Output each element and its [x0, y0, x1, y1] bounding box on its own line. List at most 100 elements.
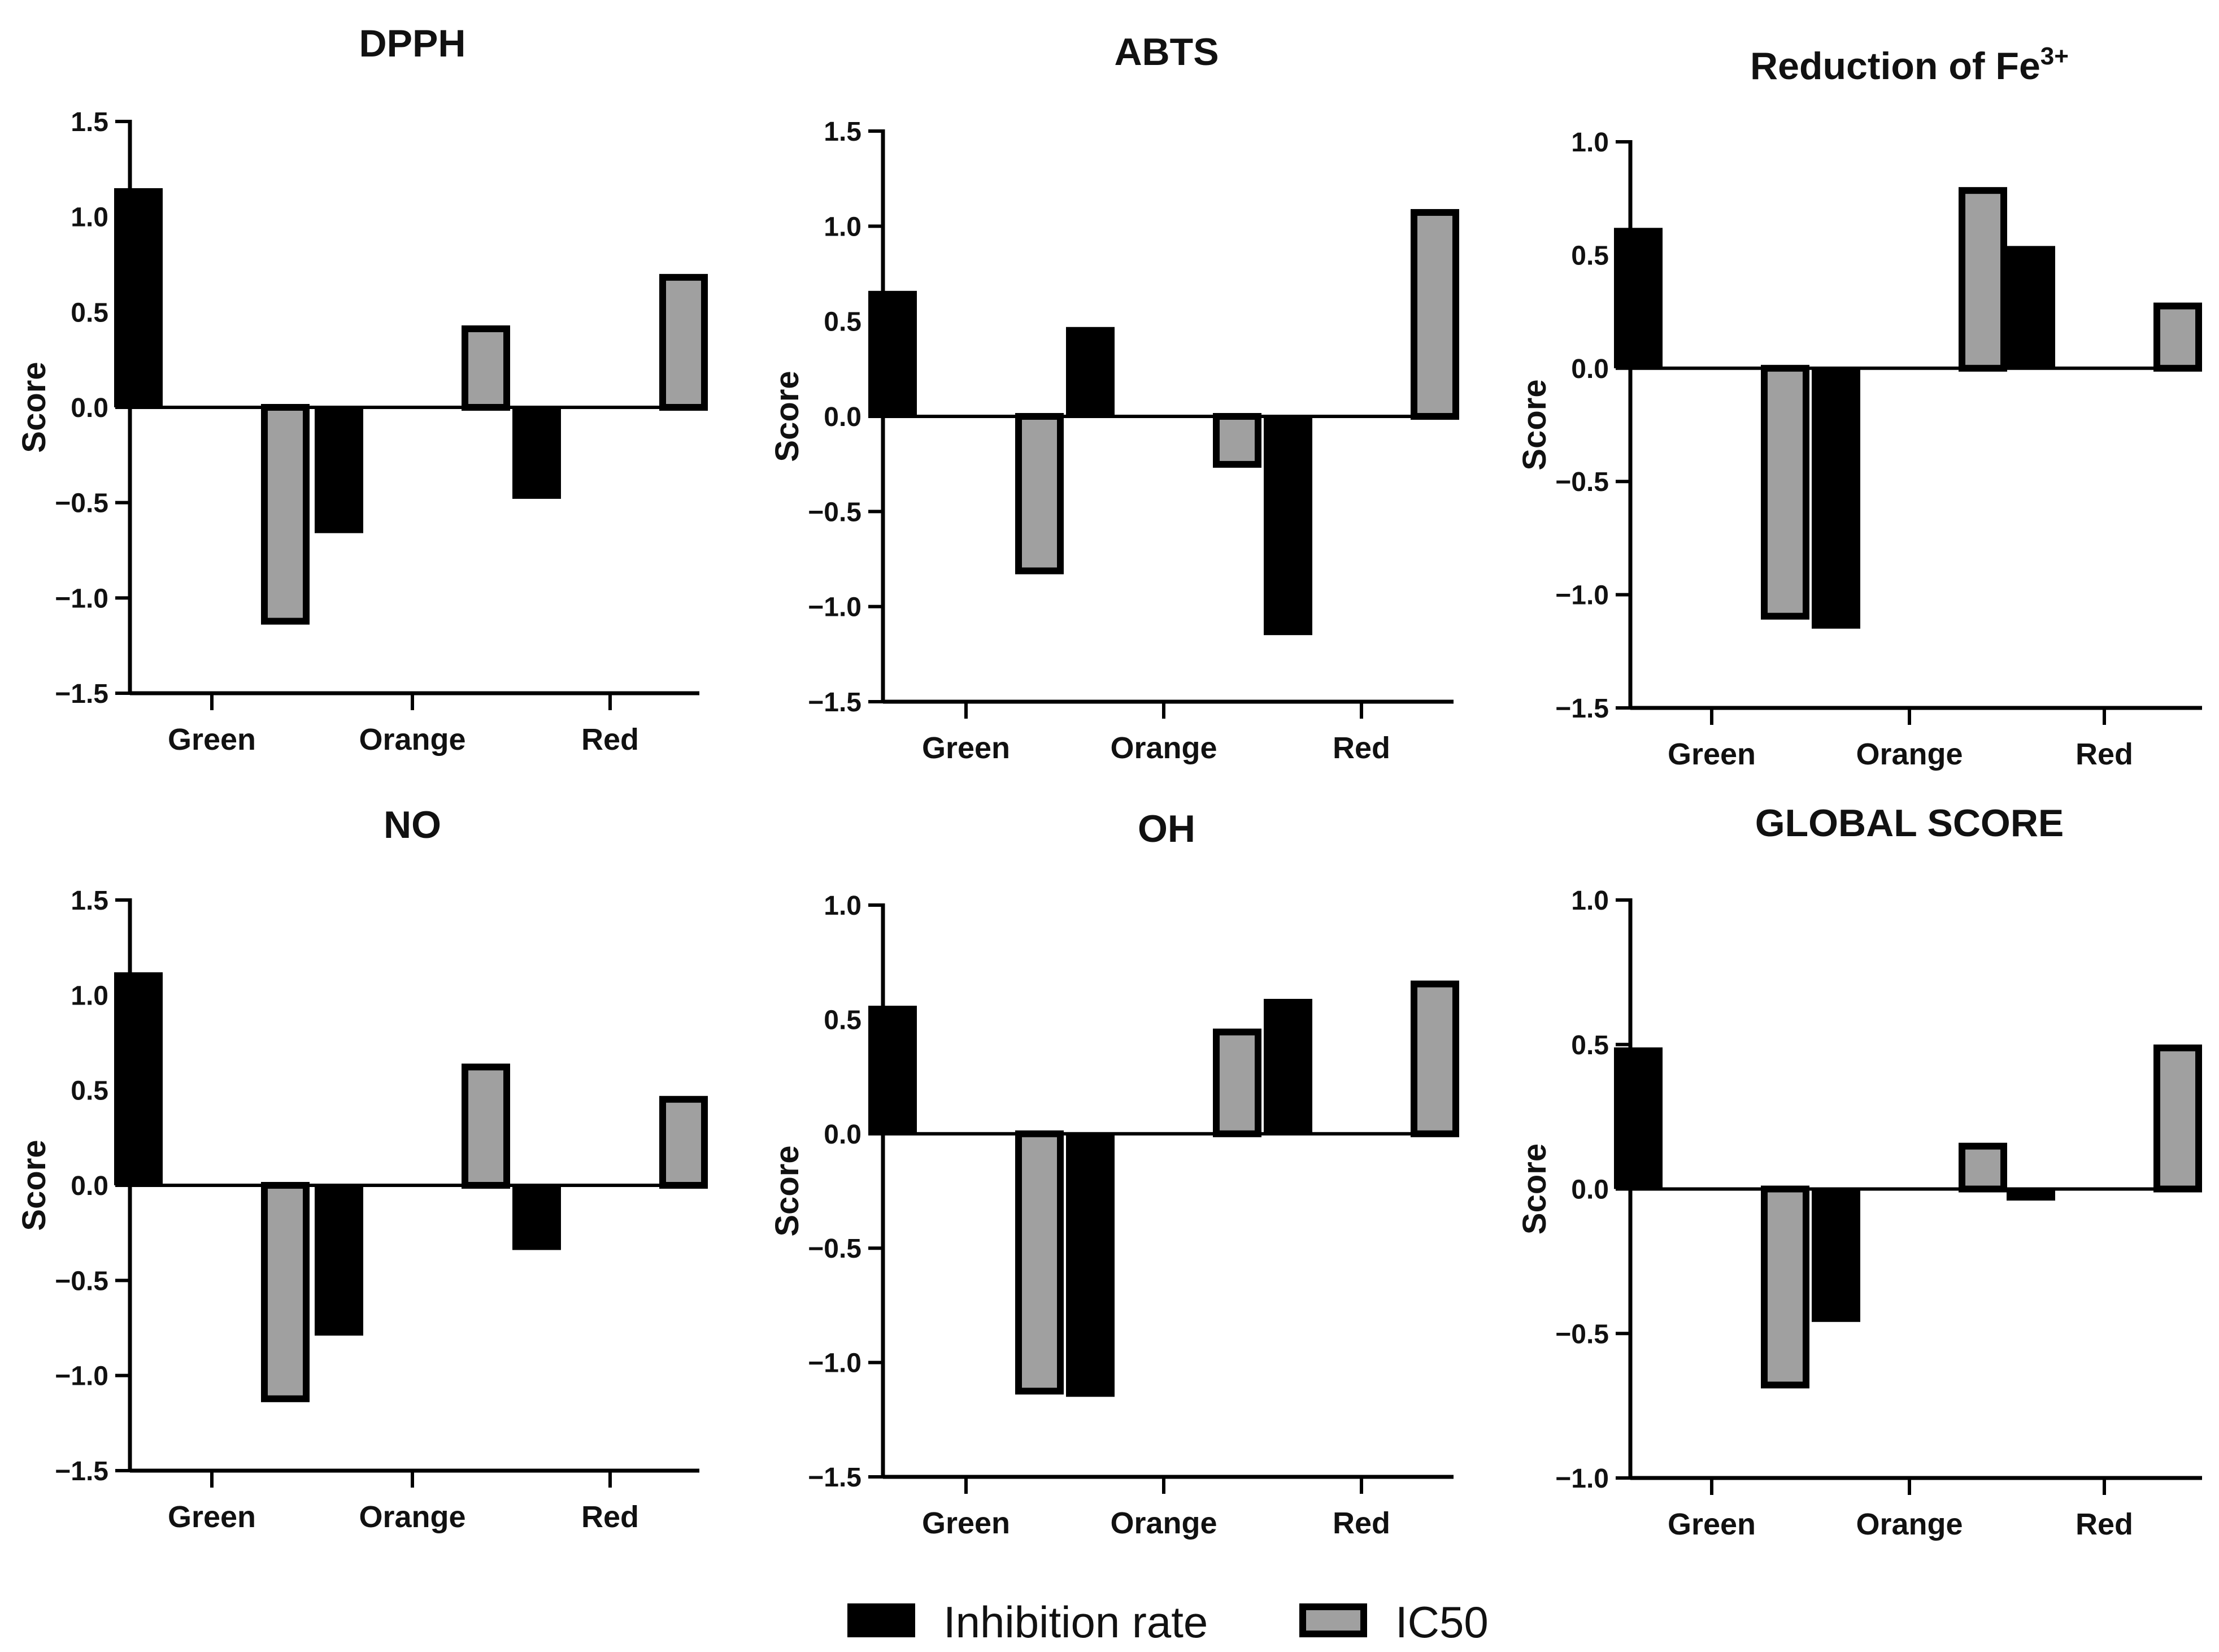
y-tick-label: 1.0 — [71, 981, 108, 1011]
y-tick-label: 1.5 — [824, 117, 862, 147]
x-tick-label-orange: Orange — [1110, 731, 1217, 765]
bar-inhibition-rate-red — [1264, 998, 1312, 1134]
y-tick-label: 1.5 — [71, 886, 108, 916]
y-axis-label: Score — [16, 362, 53, 453]
y-tick-label: 0.5 — [824, 1005, 862, 1035]
chart-title: ABTS — [1114, 31, 1219, 73]
legend-label-ic50: IC50 — [1395, 1597, 1489, 1647]
y-axis-label: Score — [769, 371, 806, 462]
y-tick-label: −1.0 — [1555, 581, 1609, 611]
y-tick-label: −1.0 — [808, 1349, 862, 1379]
chart-title: NO — [384, 803, 441, 846]
x-tick-label-orange: Orange — [1110, 1506, 1217, 1540]
y-tick-label: 1.0 — [1571, 886, 1609, 916]
y-tick-label: 0.5 — [824, 307, 862, 337]
x-tick-label-orange: Orange — [1856, 1507, 1963, 1541]
x-tick-label-red: Red — [1333, 1506, 1390, 1540]
bar-ic50-green — [1015, 413, 1064, 575]
x-tick-label-green: Green — [168, 723, 256, 757]
y-tick-label: 1.0 — [824, 212, 862, 242]
y-tick-label: −1.0 — [808, 593, 862, 623]
bar-inhibition-rate-green — [1614, 1047, 1663, 1189]
y-tick-label: 0.5 — [1571, 1031, 1609, 1060]
bar-inhibition-rate-red — [512, 1185, 561, 1250]
bar-ic50-orange — [1213, 1028, 1261, 1137]
chart-panel-abts: ABTS −1.5 −1.0 −0.5 0.0 0.5 1.0 1.5 Score Green Or… — [769, 31, 1459, 765]
bar-inhibition-rate-green — [868, 1006, 917, 1134]
bar-inhibition-rate-green — [114, 188, 163, 407]
bar-ic50-red — [659, 273, 708, 411]
bar-ic50-orange — [462, 325, 510, 411]
bar-ic50-green — [1761, 1185, 1809, 1389]
x-tick-label-red: Red — [2076, 737, 2133, 771]
x-tick-label-red: Red — [2076, 1507, 2133, 1541]
y-tick-label: −1.5 — [808, 1463, 862, 1493]
y-tick-label: −1.5 — [55, 1457, 108, 1486]
chart-panel-global-score: GLOBAL SCORE −1.0 −0.5 0.0 0.5 1.0 Score Green O… — [1516, 802, 2202, 1541]
y-tick-label: −1.0 — [1555, 1464, 1609, 1494]
bar-ic50-orange — [1959, 1142, 2007, 1193]
bar-inhibition-rate-orange — [1812, 1189, 1860, 1322]
bar-ic50-green — [261, 1182, 310, 1402]
x-tick-label-orange: Orange — [359, 1500, 465, 1534]
y-axis-label: Score — [1516, 1144, 1553, 1234]
x-tick-label-red: Red — [581, 723, 639, 757]
y-tick-label: 0.0 — [1571, 354, 1609, 384]
chart-panel-reduction-of-fe: Reduction of Fe3+ −1.5 −1.0 −0.5 0.0 0.5 1.0 Sc… — [1516, 42, 2202, 771]
y-tick-label: −0.5 — [808, 497, 862, 527]
y-tick-label: −0.5 — [55, 489, 108, 519]
y-tick-label: −1.5 — [1555, 694, 1609, 724]
bar-inhibition-rate-green — [868, 290, 917, 416]
bar-ic50-orange — [1959, 187, 2007, 372]
y-tick-label: 0.5 — [1571, 241, 1609, 271]
chart-title: OH — [1138, 807, 1195, 850]
bar-inhibition-rate-red — [1264, 416, 1312, 636]
x-tick-label-green: Green — [922, 731, 1010, 765]
bar-ic50-red — [659, 1095, 708, 1189]
bar-ic50-green — [261, 404, 310, 625]
legend-label-inhibition-rate: Inhibition rate — [943, 1597, 1208, 1647]
bar-inhibition-rate-red — [2007, 1189, 2055, 1201]
x-tick-label-red: Red — [1333, 731, 1390, 765]
y-tick-label: 0.0 — [71, 393, 108, 423]
y-tick-label: −1.5 — [808, 688, 862, 718]
bar-inhibition-rate-orange — [315, 407, 363, 533]
x-tick-label-green: Green — [922, 1506, 1010, 1540]
bar-inhibition-rate-red — [512, 407, 561, 499]
y-axis-label: Score — [1516, 379, 1553, 470]
chart-panel-no: NO −1.5 −1.0 −0.5 0.0 0.5 1.0 1.5 Score Green Oran… — [16, 803, 708, 1534]
y-tick-label: −1.0 — [55, 1362, 108, 1392]
bar-inhibition-rate-red — [2007, 246, 2055, 368]
chart-title-superscript: 3+ — [2040, 42, 2069, 70]
bar-inhibition-rate-green — [114, 972, 163, 1185]
x-tick-label-green: Green — [1668, 1507, 1756, 1541]
y-tick-label: 0.0 — [71, 1171, 108, 1201]
y-tick-label: −1.5 — [55, 679, 108, 709]
y-tick-label: −0.5 — [1555, 467, 1609, 497]
x-tick-label-orange: Orange — [359, 723, 465, 757]
bar-inhibition-rate-green — [1614, 228, 1663, 368]
y-tick-label: 1.0 — [824, 891, 862, 921]
bar-inhibition-rate-orange — [1066, 327, 1115, 416]
bar-ic50-red — [1411, 209, 1459, 420]
chart-title: DPPH — [359, 22, 466, 65]
legend-swatch-ic50 — [1299, 1603, 1367, 1637]
y-tick-label: 0.5 — [71, 298, 108, 328]
y-tick-label: 1.0 — [1571, 128, 1609, 158]
y-tick-label: −0.5 — [808, 1234, 862, 1264]
y-tick-label: −0.5 — [1555, 1319, 1609, 1349]
chart-title: GLOBAL SCORE — [1755, 802, 2064, 845]
y-tick-label: 0.0 — [1571, 1175, 1609, 1205]
y-tick-label: 1.0 — [71, 203, 108, 233]
bar-ic50-green — [1761, 364, 1809, 620]
x-tick-label-red: Red — [581, 1500, 639, 1534]
bar-ic50-red — [2153, 302, 2202, 372]
y-tick-label: 0.0 — [824, 402, 862, 432]
y-tick-label: −0.5 — [55, 1266, 108, 1296]
chart-title: Reduction of Fe3+ — [1750, 42, 2069, 88]
y-tick-label: 1.5 — [71, 107, 108, 137]
x-tick-label-orange: Orange — [1856, 737, 1963, 771]
bar-inhibition-rate-orange — [315, 1185, 363, 1336]
bar-inhibition-rate-orange — [1066, 1133, 1115, 1397]
